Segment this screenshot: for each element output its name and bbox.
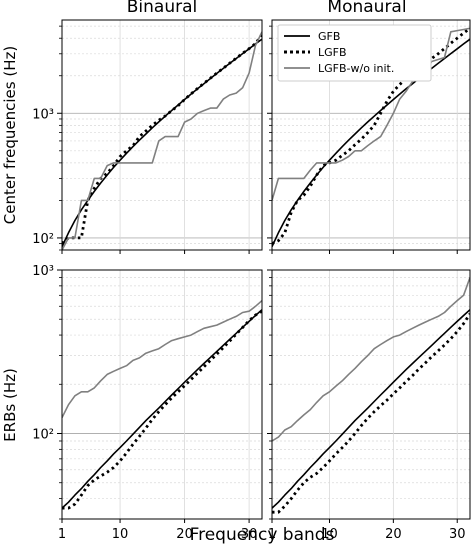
panel-monaural-erbs: 1 10 20 30: [267, 269, 471, 542]
panel-binaural-erbs: 1 10 20 30 10² 10³: [32, 264, 263, 542]
legend-label-lgfb: LGFB: [318, 46, 347, 59]
y-tick-label: 10²: [32, 428, 54, 443]
series-line-lgfb-w-o-init: [272, 27, 470, 201]
ylabel-bottom: ERBs (Hz): [1, 368, 19, 442]
series-line-gfb: [272, 38, 470, 248]
legend-label-gfb: GFB: [318, 30, 340, 43]
x-tick-label: 30: [449, 527, 466, 542]
series-line-lgfb: [62, 309, 262, 510]
series-line-lgfb: [272, 27, 470, 245]
x-tick-label: 10: [112, 527, 129, 542]
y-tick-label: 10²: [32, 232, 54, 247]
series-line-gfb: [62, 38, 262, 248]
axes-frame: [271, 19, 471, 251]
x-tick-label: 30: [241, 527, 258, 542]
legend-label-lgfb-wo-init: LGFB-w/o init.: [318, 62, 394, 75]
legend-box: [277, 24, 432, 82]
x-tick-label: 20: [385, 527, 402, 542]
y-tick-label: 10³: [32, 264, 54, 279]
ylabel-top: Center frequencies (Hz): [1, 46, 19, 224]
x-tick-label: 10: [321, 527, 338, 542]
series-line-lgfb-w-o-init: [62, 299, 262, 419]
series-line-gfb: [62, 309, 262, 509]
x-tick-label: 1: [268, 527, 276, 542]
series-line-lgfb-w-o-init: [272, 277, 470, 442]
panel-title-monaural: Monaural: [327, 0, 406, 17]
axes-frame: [61, 269, 263, 520]
x-tick-label: 20: [176, 527, 193, 542]
x-tick-label: 1: [58, 527, 66, 542]
panel-binaural-center-frequencies: 10² 10³: [32, 19, 263, 254]
series-line-gfb: [272, 309, 470, 509]
axes-frame: [61, 19, 263, 251]
axes-frame: [271, 269, 471, 520]
x-axis-label: Frequency bands: [190, 525, 335, 545]
y-tick-label: 10³: [32, 107, 54, 122]
legend: GFB LGFB LGFB-w/o init.: [277, 24, 432, 82]
panel-title-binaural: Binaural: [127, 0, 197, 17]
series-line-lgfb-w-o-init: [62, 31, 262, 250]
